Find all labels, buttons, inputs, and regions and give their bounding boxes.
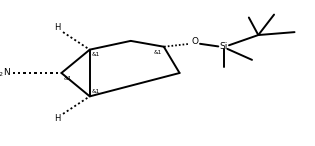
Text: H: H xyxy=(54,114,60,123)
Text: H$_2$N: H$_2$N xyxy=(0,66,11,79)
Text: &1: &1 xyxy=(64,76,72,81)
Text: &1: &1 xyxy=(154,50,162,55)
Text: H: H xyxy=(54,23,60,32)
Text: Si: Si xyxy=(220,42,228,51)
Text: O: O xyxy=(191,37,198,46)
Text: &1: &1 xyxy=(92,52,100,57)
Text: &1: &1 xyxy=(92,89,100,94)
